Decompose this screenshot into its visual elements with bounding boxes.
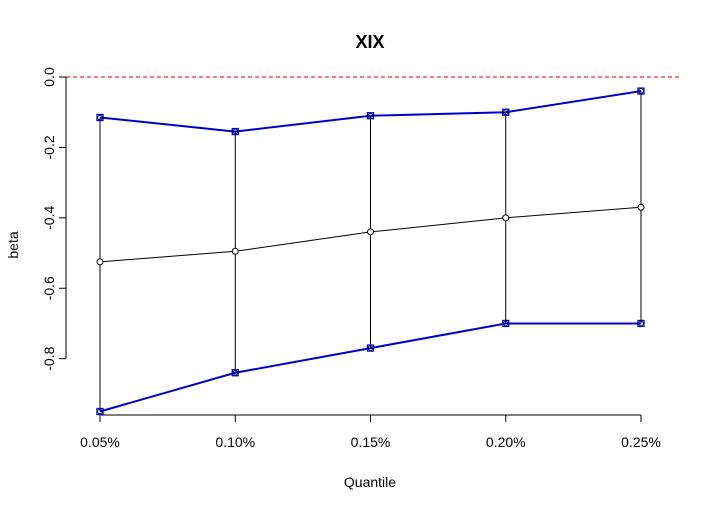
series-lines [96, 87, 645, 416]
bound-point-center [97, 408, 103, 415]
bound-point [502, 319, 510, 328]
x-tick-label: 0.05% [80, 434, 120, 450]
bound-point-center [97, 114, 103, 121]
bound-point-center [638, 320, 644, 327]
upper-bound-line [99, 90, 642, 133]
x-tick-label: 0.15% [351, 434, 391, 450]
bound-point [231, 127, 239, 136]
bound-point-center [503, 109, 509, 115]
whiskers [99, 91, 642, 412]
y-tick-label: -0.6 [41, 276, 57, 300]
lower-bound-line [99, 322, 641, 413]
chart-title: XIX [355, 32, 384, 52]
y-axis-label: beta [5, 231, 21, 258]
x-axis: 0.05% 0.10% 0.15% 0.20% 0.25% [80, 414, 661, 450]
bound-point [231, 369, 239, 377]
x-tick-label: 0.25% [621, 434, 661, 450]
bound-point [366, 344, 375, 352]
estimate-point [367, 228, 374, 236]
bound-point [637, 319, 645, 328]
x-axis-label: Quantile [344, 474, 396, 490]
bound-point [96, 113, 104, 122]
estimate-point [637, 203, 645, 211]
y-tick-label: -0.8 [41, 346, 57, 370]
estimate-point [231, 247, 239, 255]
bound-point-center [232, 370, 238, 376]
bound-point [502, 108, 510, 116]
bound-point [96, 407, 104, 416]
x-tick-label: 0.20% [486, 434, 526, 450]
bound-point-center [503, 320, 509, 327]
estimate-point [96, 258, 104, 266]
x-tick-label: 0.10% [215, 434, 255, 450]
bound-point-center [638, 88, 644, 94]
bound-point [366, 112, 375, 120]
estimate-point [502, 214, 510, 222]
bound-point-center [367, 113, 374, 119]
y-tick-label: 0.0 [41, 67, 57, 87]
bound-point [637, 87, 645, 95]
y-tick-label: -0.4 [41, 206, 57, 230]
y-axis: 0.0 -0.2 -0.4 -0.6 -0.8 [41, 67, 67, 371]
bound-point-center [367, 345, 374, 351]
bound-point-center [232, 128, 238, 135]
y-tick-label: -0.2 [41, 135, 57, 159]
